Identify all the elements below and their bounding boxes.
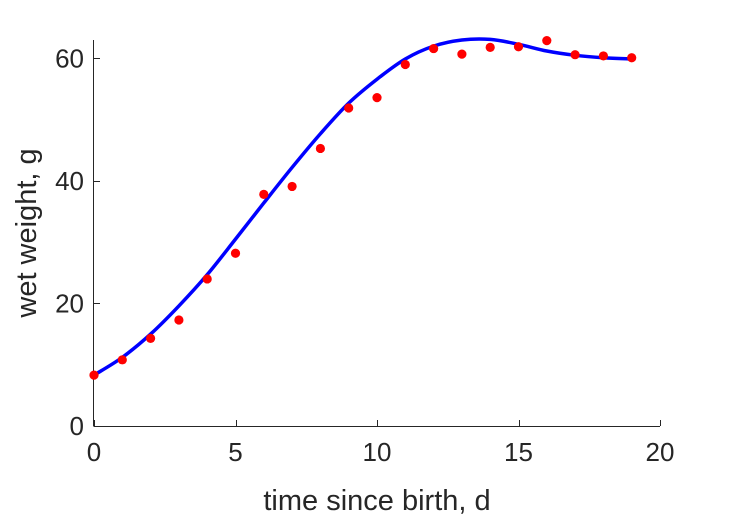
data-point <box>259 189 269 199</box>
data-point <box>146 333 156 343</box>
fit-curve <box>92 37 634 377</box>
data-point <box>400 59 410 70</box>
data-point <box>513 42 524 52</box>
y-tick-label: 60 <box>55 43 84 73</box>
data-point <box>344 103 354 113</box>
x-tick-label: 10 <box>363 437 392 467</box>
data-point <box>598 51 609 61</box>
data-point <box>457 49 467 59</box>
data-point <box>429 43 439 54</box>
y-tick-label: 40 <box>55 166 84 196</box>
axes <box>93 40 660 427</box>
y-axis-title: wet weight, g <box>11 148 43 318</box>
data-point <box>570 50 580 60</box>
data-point <box>315 143 325 154</box>
data-point <box>627 53 637 63</box>
data-point <box>485 42 495 52</box>
y-tick-label: 20 <box>55 288 84 318</box>
x-tick-label: 20 <box>646 437 675 467</box>
x-tick-label: 5 <box>228 437 242 467</box>
y-tick-label: 0 <box>70 411 84 441</box>
data-point <box>542 36 552 46</box>
data-point <box>89 370 99 380</box>
data-point <box>230 248 241 258</box>
x-axis-title: time since birth, d <box>263 485 490 517</box>
data-point <box>117 355 127 365</box>
data-point <box>287 181 297 192</box>
x-tick-label: 0 <box>87 437 101 467</box>
x-tick-label: 15 <box>504 437 533 467</box>
data-point <box>174 315 184 325</box>
fit-curve-layer <box>92 37 634 377</box>
data-point <box>202 274 212 284</box>
ticks: 0 5 10 15 20 0 20 40 60 <box>55 43 674 467</box>
data-points-layer <box>89 36 637 380</box>
data-point <box>372 92 382 103</box>
